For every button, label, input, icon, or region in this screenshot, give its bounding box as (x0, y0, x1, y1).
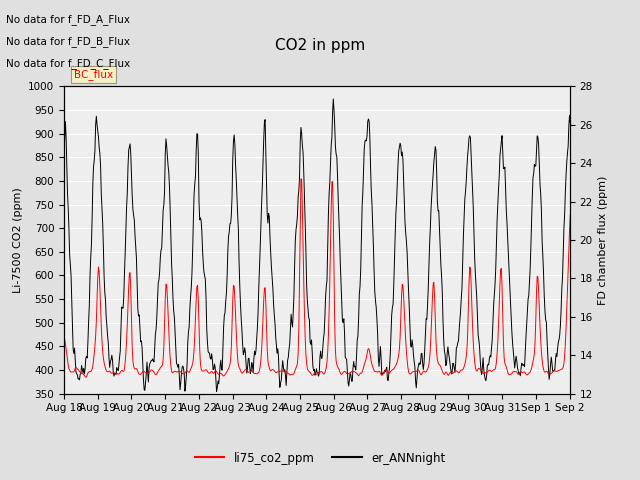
Text: CO2 in ppm: CO2 in ppm (275, 38, 365, 53)
Y-axis label: FD chamber flux (ppm): FD chamber flux (ppm) (598, 175, 608, 305)
Text: BC_flux: BC_flux (74, 69, 113, 80)
Text: No data for f_FD_C_Flux: No data for f_FD_C_Flux (6, 58, 131, 69)
Y-axis label: Li-7500 CO2 (ppm): Li-7500 CO2 (ppm) (13, 187, 22, 293)
Legend: li75_co2_ppm, er_ANNnight: li75_co2_ppm, er_ANNnight (190, 447, 450, 469)
Text: No data for f_FD_A_Flux: No data for f_FD_A_Flux (6, 14, 131, 25)
Text: No data for f_FD_B_Flux: No data for f_FD_B_Flux (6, 36, 131, 47)
